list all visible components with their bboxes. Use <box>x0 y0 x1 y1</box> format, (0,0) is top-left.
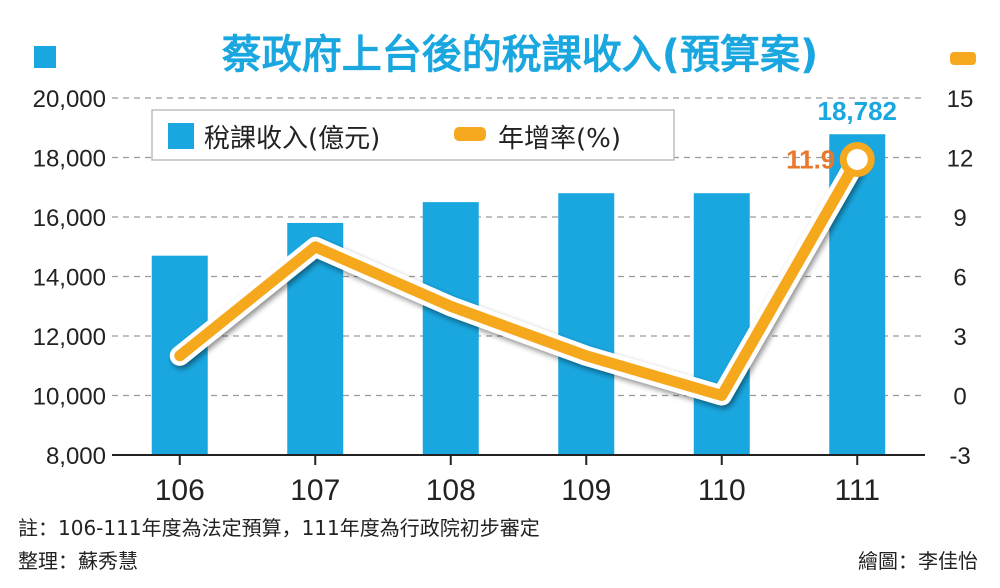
legend-bar-label: 稅課收入(億元) <box>204 124 380 154</box>
x-axis-ticks: 106 107 108 109 110 111 <box>155 455 880 507</box>
legend-box <box>151 109 675 161</box>
line-series <box>169 141 875 406</box>
right-axis-tick-label: 6 <box>953 265 966 292</box>
footnote: 註：106-111年度為法定預算，111年度為行政院初步審定 <box>18 516 540 540</box>
title-marker-left <box>34 46 56 68</box>
title-marker-right <box>950 52 976 65</box>
illustrator-credit: 繪圖：李佳怡 <box>858 549 978 573</box>
x-axis-tick-label: 109 <box>561 474 611 507</box>
bar-value-label: 18,782 <box>817 96 897 126</box>
compiler-credit: 整理：蘇秀慧 <box>18 549 138 573</box>
x-axis-tick-label: 106 <box>155 474 205 507</box>
x-axis-tick-label: 111 <box>834 474 880 507</box>
left-axis-tick-label: 14,000 <box>33 265 106 292</box>
left-axis-tick-label: 10,000 <box>33 384 106 411</box>
right-axis-tick-label: 3 <box>953 324 966 351</box>
bar <box>422 202 479 455</box>
line-end-marker <box>839 141 875 177</box>
left-axis-tick-label: 8,000 <box>46 443 106 470</box>
bar <box>558 193 615 455</box>
line-group <box>169 149 868 406</box>
left-axis-tick-label: 20,000 <box>33 86 106 113</box>
right-axis-tick-label: -3 <box>949 443 970 470</box>
right-axis-tick-label: 9 <box>953 205 966 232</box>
bar <box>693 193 750 455</box>
x-axis-tick-label: 107 <box>290 474 340 507</box>
legend-line-label: 年增率(%) <box>498 124 621 154</box>
chart-title: 蔡政府上台後的稅課收入(預算案) <box>222 32 819 78</box>
right-axis-tick-label: 0 <box>953 384 966 411</box>
legend-bar-swatch <box>168 123 194 149</box>
x-axis-tick-label: 108 <box>426 474 476 507</box>
right-axis-tick-label: 15 <box>947 86 974 113</box>
right-axis-tick-label: 12 <box>947 146 974 173</box>
left-axis-ticks: 8,000 10,000 12,000 14,000 16,000 18,000 20,00… <box>33 86 106 470</box>
legend-line-swatch <box>454 127 486 141</box>
left-axis-tick-label: 12,000 <box>33 324 106 351</box>
left-axis-tick-label: 18,000 <box>33 146 106 173</box>
growth-line <box>174 154 863 401</box>
line-value-label: 11.9 <box>786 144 835 174</box>
right-axis-ticks: -3 0 3 6 9 12 15 <box>947 86 974 470</box>
left-axis-tick-label: 16,000 <box>33 205 106 232</box>
x-axis-tick-label: 110 <box>698 474 746 507</box>
legend: 稅課收入(億元) 年增率(%) <box>151 109 675 161</box>
